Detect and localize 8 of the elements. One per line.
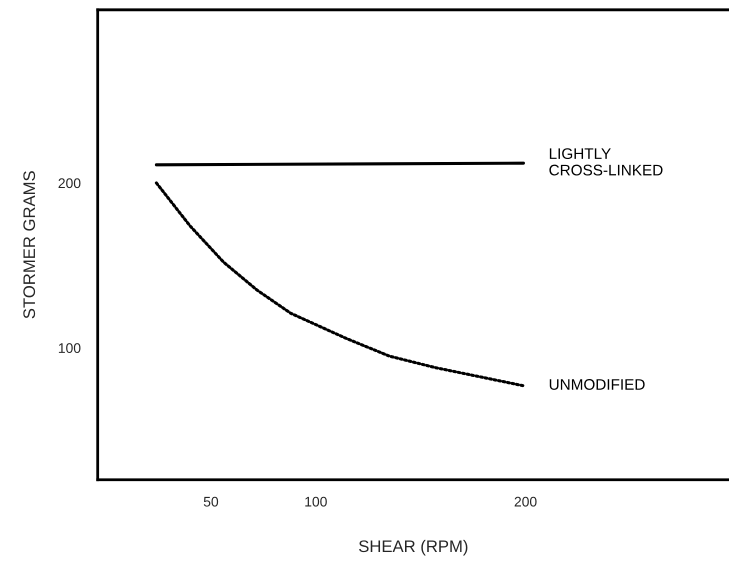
line-series [154,181,525,388]
y-axis-title: STORMER GRAMS [23,171,36,318]
series-label: UNMODIFIED [550,379,645,390]
series-label: LIGHTLY CROSS-LINKED [549,148,662,176]
x-tick-label: 100 [305,496,327,507]
x-axis-title: SHEAR (RPM) [359,540,468,556]
x-tick-label: 50 [204,496,218,507]
x-tick-label: 200 [514,496,537,507]
